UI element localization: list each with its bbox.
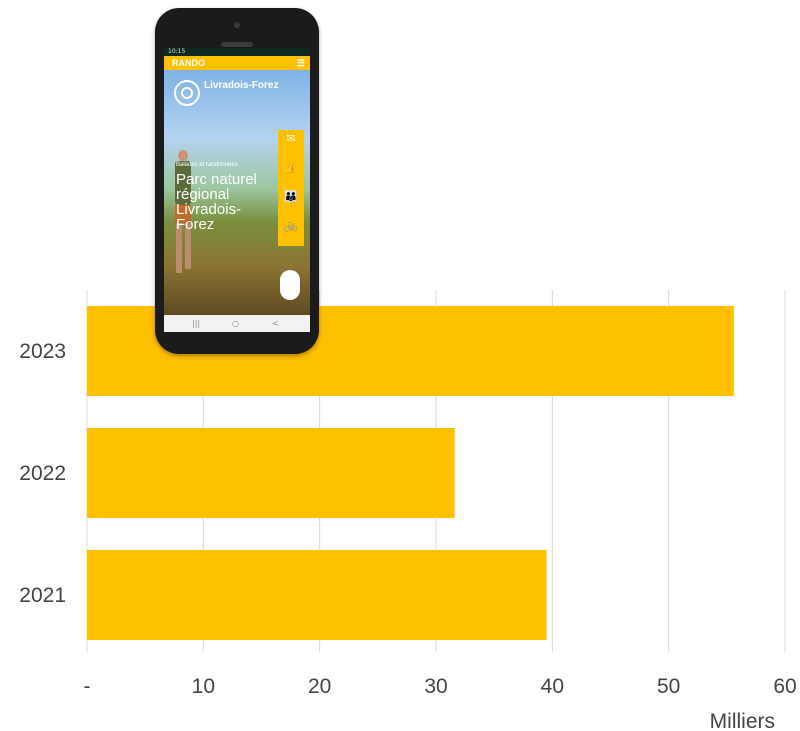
- unit-label: Milliers: [710, 710, 775, 731]
- y-tick-label: 2023: [19, 340, 66, 363]
- x-tick-label: 10: [192, 675, 215, 698]
- phone-nav-bar: ||| ○ <: [164, 315, 310, 332]
- side-item-envelope[interactable]: ✉: [278, 130, 304, 159]
- bicycle-icon: 🚲: [284, 219, 298, 232]
- side-item-family[interactable]: 👪: [278, 188, 304, 217]
- bar-2021: [87, 550, 547, 640]
- recent-apps-button[interactable]: |||: [192, 319, 201, 328]
- side-menu: ✉ 👍 👪 🚲: [278, 130, 304, 246]
- bar-2022: [87, 428, 455, 518]
- x-axis-labels: - 10 20 30 40 50 60: [84, 675, 797, 698]
- hiker-figure: [172, 150, 194, 290]
- x-tick-label: 30: [424, 675, 447, 698]
- app-title: RANDO: [172, 58, 205, 68]
- phone-speaker: [221, 42, 253, 47]
- badge-icon: [280, 270, 300, 300]
- status-bar: 10:15: [164, 48, 310, 56]
- x-tick-label: 60: [773, 675, 796, 698]
- park-logo-icon: [174, 80, 200, 106]
- park-title: Parc naturel régional Livradois-Forez: [176, 171, 257, 233]
- x-tick-label: 50: [657, 675, 680, 698]
- tagline: Balades et randonnées: [176, 162, 238, 168]
- brand-name: Livradois-Forez: [204, 80, 279, 91]
- bars: [87, 306, 734, 640]
- side-item-thumbs-up[interactable]: 👍: [278, 159, 304, 188]
- app-header: RANDO ☰: [164, 56, 310, 70]
- y-tick-label: 2021: [19, 584, 66, 607]
- hero-image: Livradois-Forez Balades et randonnées Pa…: [164, 70, 310, 315]
- envelope-icon: ✉: [286, 132, 296, 145]
- side-item-bicycle[interactable]: 🚲: [278, 217, 304, 246]
- phone-screen: 10:15 RANDO ☰ Livradois-Forez Balades et…: [164, 48, 310, 332]
- thumbs-up-icon: 👍: [284, 161, 298, 174]
- phone-mockup: 10:15 RANDO ☰ Livradois-Forez Balades et…: [155, 8, 319, 354]
- x-tick-label: 40: [541, 675, 564, 698]
- y-tick-label: 2022: [19, 462, 66, 485]
- x-tick-label: -: [84, 675, 91, 698]
- home-button[interactable]: ○: [232, 319, 239, 328]
- family-icon: 👪: [284, 190, 298, 203]
- x-tick-label: 20: [308, 675, 331, 698]
- menu-icon[interactable]: ☰: [296, 58, 305, 68]
- y-axis-labels: 2023 2022 2021: [19, 340, 66, 607]
- back-button[interactable]: <: [272, 319, 279, 328]
- phone-camera: [234, 22, 240, 28]
